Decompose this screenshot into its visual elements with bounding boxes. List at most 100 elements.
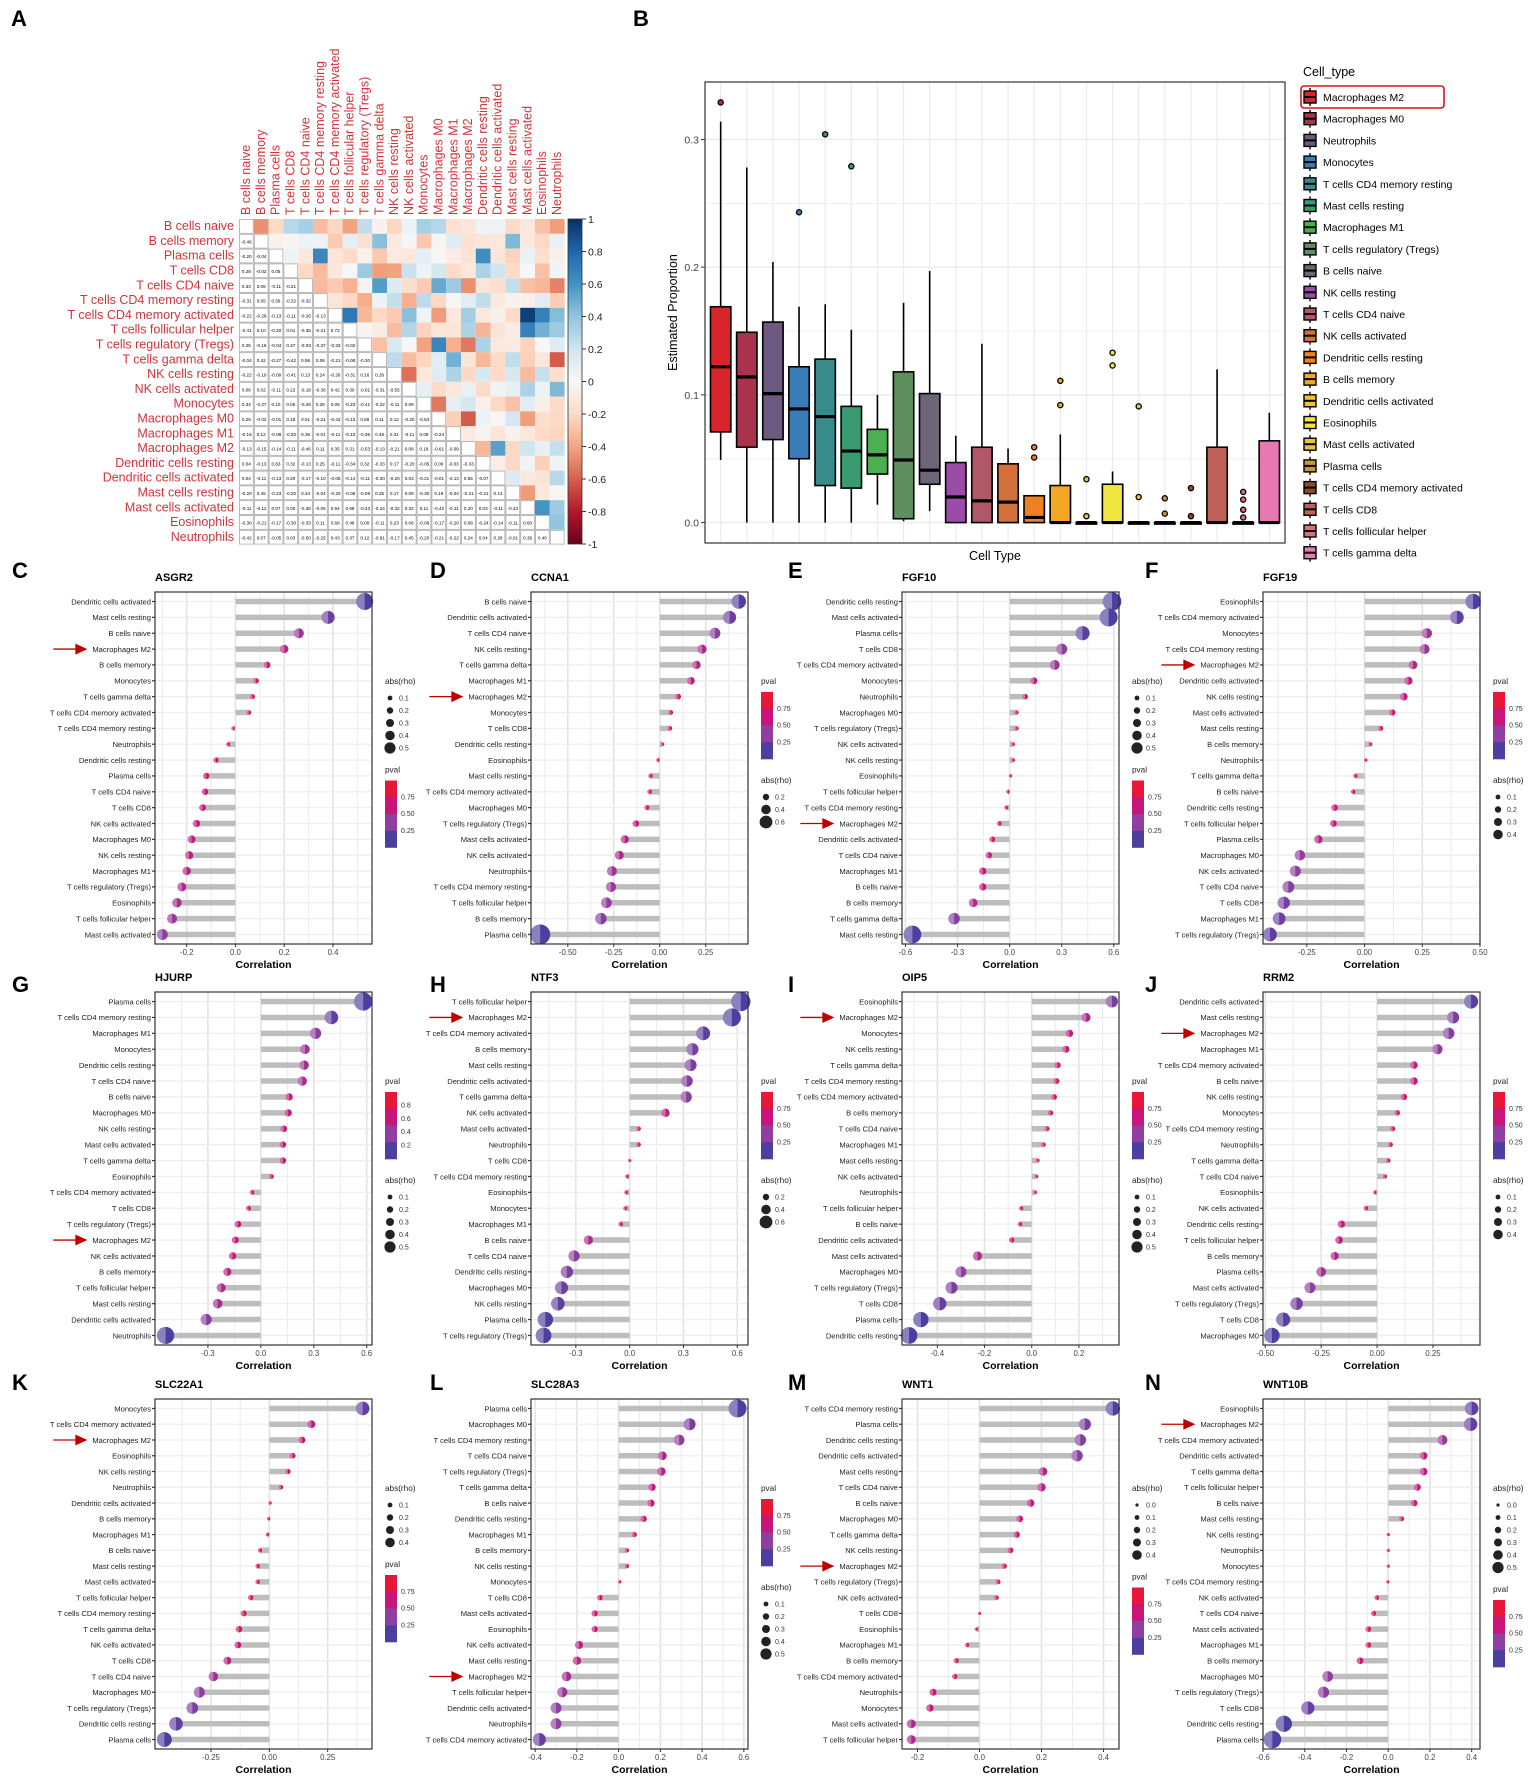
lollipop-row: T cells gamma delta — [1191, 772, 1365, 781]
heatmap-cell — [520, 426, 535, 441]
legend-label: 0.50 — [1148, 1618, 1162, 1625]
heatmap-cell — [387, 529, 402, 545]
x-tick-label: -0.6 — [1256, 1753, 1269, 1762]
heatmap-cell — [535, 322, 550, 338]
lollipop-point-shade — [551, 1296, 558, 1311]
outlier-point — [1030, 443, 1038, 451]
lollipop-point-shade — [1105, 1401, 1113, 1416]
column-label: T cells CD8 — [284, 151, 298, 215]
lollipop-point-shade — [1394, 1110, 1398, 1116]
lollipop-point-shade — [1071, 1450, 1078, 1462]
lollipop-point — [1062, 1045, 1070, 1053]
lollipop-point — [1465, 593, 1481, 610]
lollipop-row: Eosinophils — [1220, 593, 1481, 610]
legend-label: 0.4 — [1146, 733, 1156, 740]
heatmap-cell — [342, 455, 358, 471]
lollipop-point — [1275, 1715, 1292, 1732]
column-label: Macrophages M1 — [446, 118, 460, 215]
chart-title: NTF3 — [531, 972, 559, 984]
lollipop-point — [354, 992, 373, 1011]
row-label: T cells CD4 memory activated — [68, 308, 235, 322]
heatmap-cell — [461, 485, 476, 501]
heatmap-cell — [372, 233, 387, 249]
correlation-value: -0.07 — [478, 476, 489, 481]
correlation-value: -0.11 — [449, 506, 460, 511]
legend-label: 0.75 — [1148, 794, 1162, 801]
heatmap-cell — [313, 485, 328, 501]
legend-size-dot — [1132, 730, 1142, 741]
heatmap-cell — [268, 485, 284, 501]
lollipop-point — [255, 1579, 260, 1585]
lollipop-point-shade — [284, 1109, 289, 1117]
lollipop-point-shade — [1263, 1730, 1273, 1749]
correlation-value: -0.43 — [330, 417, 341, 422]
heatmap-cell — [475, 455, 491, 471]
lollipop-row: Eosinophils — [859, 995, 1118, 1008]
panel-letter: M — [788, 1370, 806, 1395]
correlation-value: 0.94 — [331, 506, 340, 511]
lollipop-point — [1049, 659, 1060, 670]
x-tick-label: -0.2 — [180, 948, 193, 957]
row-label: Monocytes — [1222, 1109, 1259, 1118]
row-label: Neutrophils — [113, 1331, 152, 1340]
x-tick-label: 0.25 — [698, 948, 714, 957]
row-label: T cells CD4 naive — [92, 1672, 151, 1681]
lollipop-row: B cells memory — [99, 1268, 261, 1277]
plot-area — [155, 1399, 372, 1749]
heatmap-cell — [342, 322, 358, 338]
correlation-value: 0.08 — [464, 521, 473, 526]
lollipop-row: Plasma cells — [108, 1732, 270, 1747]
lollipop-point — [532, 1733, 546, 1747]
heatmap-cell — [327, 322, 343, 338]
correlation-value: -0.20 — [286, 491, 297, 496]
correlation-value: 0.10 — [257, 328, 266, 333]
correlation-value: 0.06 — [257, 284, 266, 289]
lollipop-point-shade — [300, 1044, 305, 1055]
lollipop-point-shade — [722, 1008, 732, 1027]
lollipop-point — [169, 1716, 183, 1731]
lollipop-row: T cells gamma delta — [459, 1091, 692, 1103]
lollipop-row: Monocytes — [1222, 1109, 1400, 1118]
correlation-value: -0.11 — [330, 461, 341, 466]
lollipop-row: Plasma cells — [1216, 1267, 1378, 1277]
lollipop-point — [625, 1174, 629, 1179]
row-label: T cells CD4 memory activated — [50, 1188, 151, 1197]
correlation-value: -0.18 — [300, 387, 311, 392]
heatmap-cell — [298, 426, 313, 441]
correlation-value: 0.03 — [286, 535, 295, 540]
correlation-value: -0.21 — [419, 476, 430, 481]
lollipop-point-shade — [324, 1010, 332, 1025]
legend-label: 0.5 — [399, 1245, 409, 1252]
lollipop-point — [156, 928, 168, 940]
row-label: Dendritic cells activated — [818, 835, 898, 844]
heatmap-cell — [520, 529, 535, 545]
heatmap-cell — [475, 515, 491, 530]
lollipop-point — [618, 1221, 623, 1227]
row-label: B cells naive — [108, 629, 151, 638]
correlation-value: -0.21 — [463, 491, 474, 496]
legend-label: 0.2 — [1146, 1528, 1156, 1535]
heatmap-cell — [416, 411, 432, 427]
legend-label: 0.2 — [399, 1515, 409, 1522]
lollipop-point-shade — [199, 804, 203, 811]
heatmap-cell — [549, 529, 565, 545]
heatmap-cell — [401, 500, 417, 515]
lollipop-point — [223, 1656, 232, 1665]
legend-item: Neutrophils — [1303, 131, 1376, 150]
legend-label: 0.25 — [1148, 1635, 1162, 1642]
lollipop-point-shade — [248, 1595, 251, 1601]
lollipop-point-shade — [192, 819, 197, 828]
x-tick-label: 0.0 — [230, 948, 242, 957]
heatmap-cell — [475, 426, 491, 441]
lollipop-point-shade — [618, 1580, 620, 1584]
heatmap-cell — [268, 233, 284, 249]
lollipop-point — [656, 758, 660, 762]
heatmap-cell — [372, 322, 387, 338]
row-label: NK cells activated — [467, 1641, 527, 1650]
lollipop-point — [723, 610, 737, 624]
row-label: Mast cells resting — [92, 613, 151, 622]
correlation-value: -0.26 — [300, 402, 311, 407]
lollipop-point-shade — [620, 835, 625, 844]
heatmap-cell — [239, 219, 254, 234]
